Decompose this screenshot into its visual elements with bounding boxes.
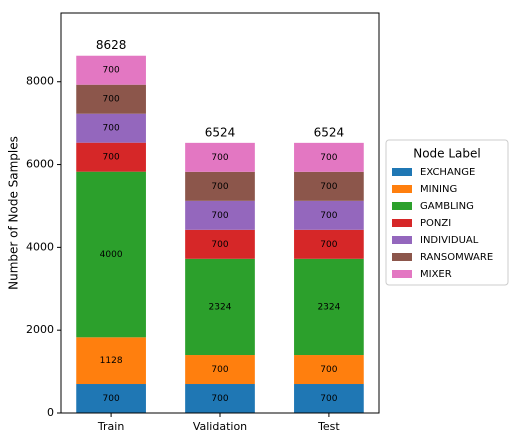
segment-label: 700 [103, 95, 120, 105]
legend-swatch [392, 219, 412, 227]
total-label: 8628 [96, 38, 127, 52]
bar-segment [185, 258, 255, 356]
legend-swatch [392, 236, 412, 244]
bar-segment [76, 55, 146, 85]
segment-label: 700 [320, 153, 337, 163]
x-tick-label: Validation [193, 420, 247, 433]
bar-segment [76, 142, 146, 172]
segment-label: 700 [103, 66, 120, 76]
segment-label: 700 [103, 153, 120, 163]
y-tick-label: 8000 [26, 75, 54, 88]
legend-label: RANSOMWARE [420, 252, 493, 263]
bar-segment [185, 142, 255, 172]
segment-label: 700 [103, 124, 120, 134]
legend-box [385, 139, 509, 286]
legend-label: MINING [420, 184, 457, 195]
bar-segment [76, 384, 146, 413]
legend-swatch [392, 185, 412, 193]
bar-segment [76, 337, 146, 385]
segment-label: 700 [320, 394, 337, 404]
bar-segment [294, 258, 364, 356]
segment-label: 2324 [209, 302, 232, 312]
segment-label: 4000 [100, 250, 123, 260]
bar-segment [185, 355, 255, 385]
segment-label: 700 [211, 153, 228, 163]
total-label: 6524 [205, 125, 236, 139]
x-tick-label: Train [97, 420, 124, 433]
segment-label: 700 [211, 182, 228, 192]
legend-label: MIXER [420, 269, 452, 280]
legend-swatch [392, 168, 412, 176]
bar-segment [76, 171, 146, 338]
segment-label: 700 [320, 365, 337, 375]
segment-label: 700 [211, 394, 228, 404]
legend-label: GAMBLING [420, 201, 474, 212]
bar-segment [294, 355, 364, 385]
legend-label: PONZI [420, 218, 451, 229]
bar-segment [294, 171, 364, 201]
x-tick-label: Test [317, 420, 340, 433]
segment-label: 700 [320, 240, 337, 250]
total-label: 6524 [314, 125, 345, 139]
segment-label: 2324 [317, 302, 340, 312]
legend-swatch [392, 202, 412, 210]
segment-label: 1128 [100, 356, 123, 366]
y-tick-label: 6000 [26, 158, 54, 171]
plot-frame [60, 12, 380, 414]
segment-label: 700 [103, 394, 120, 404]
bar-segment [294, 200, 364, 230]
y-tick-label: 4000 [26, 240, 54, 253]
bar-segment [294, 229, 364, 259]
legend-title: Node Label [413, 147, 481, 161]
bar-segment [185, 200, 255, 230]
segment-label: 700 [211, 365, 228, 375]
legend-swatch [392, 253, 412, 261]
segment-label: 700 [211, 211, 228, 221]
bar-segment [185, 171, 255, 201]
legend-swatch [392, 270, 412, 278]
bar-segment [76, 84, 146, 114]
bar-segment [76, 113, 146, 143]
bar-segment [185, 384, 255, 413]
bar-segment [294, 142, 364, 172]
legend-label: INDIVIDUAL [420, 235, 479, 246]
bar-segment [294, 384, 364, 413]
legend-label: EXCHANGE [420, 167, 475, 178]
y-tick-label: 0 [47, 406, 54, 419]
y-tick-label: 2000 [26, 323, 54, 336]
segment-label: 700 [320, 182, 337, 192]
bar-segment [185, 229, 255, 259]
y-axis-label: Number of Node Samples [7, 136, 21, 290]
segment-label: 700 [320, 211, 337, 221]
segment-label: 700 [211, 240, 228, 250]
